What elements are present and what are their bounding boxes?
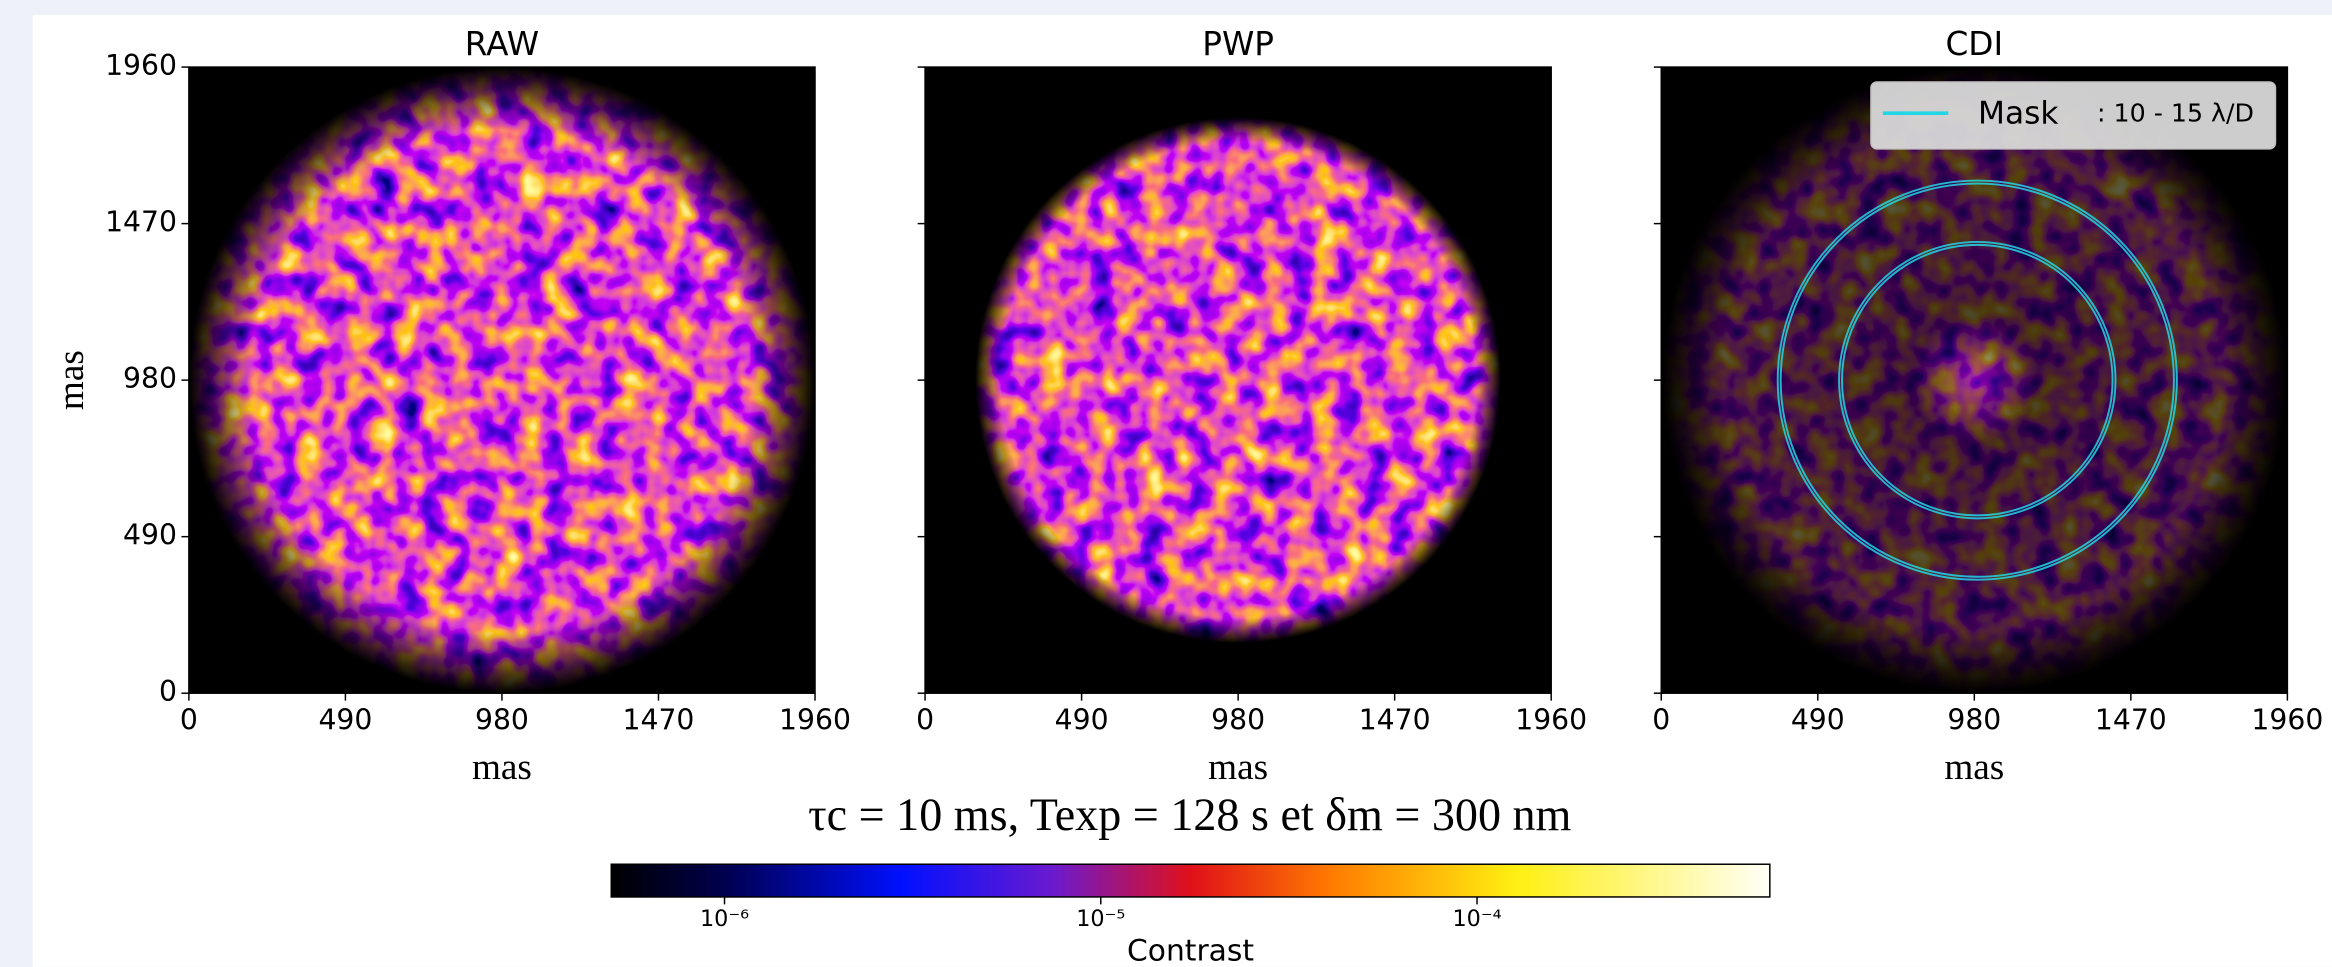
mask-ring (1838, 240, 2117, 520)
x-tick-label: 1960 (2251, 703, 2323, 736)
suptitle: τc = 10 ms, Texp = 128 s et δm = 300 nm (808, 789, 1571, 840)
y-tick-label: 1960 (105, 49, 177, 82)
x-tick-label: 490 (1791, 703, 1845, 736)
colorbar-label: Contrast (1127, 933, 1254, 967)
x-tick-label: 490 (318, 703, 372, 736)
image-texture (188, 67, 816, 694)
legend-label: : 10 - 15 λ/D (2097, 99, 2254, 128)
y-tick-label: 490 (123, 519, 177, 552)
legend-name: Mask (1978, 96, 2058, 132)
panel-title: PWP (1202, 25, 1274, 63)
x-tick-label: 0 (180, 703, 198, 736)
mask-ring (1776, 179, 2178, 581)
y-tick-label: 0 (159, 675, 177, 708)
x-axis-label: mas (1944, 747, 2004, 788)
colorbar (610, 863, 1771, 898)
x-tick-label: 1470 (1359, 703, 1431, 736)
mask-ring (1779, 182, 2175, 578)
mask-ring (1841, 243, 2114, 517)
colorbar-tick-label: 10⁻⁴ (1452, 906, 1501, 932)
x-axis-label: mas (1208, 747, 1268, 788)
panel-title: RAW (465, 25, 539, 63)
x-tick-label: 980 (1947, 703, 2001, 736)
plot-frame (1660, 66, 2289, 694)
y-tick-label: 980 (123, 362, 177, 395)
image-texture (925, 67, 1552, 694)
x-tick-label: 1470 (623, 703, 695, 736)
x-tick-label: 490 (1055, 703, 1109, 736)
panel-title: CDI (1945, 25, 2003, 63)
x-tick-label: 0 (1652, 703, 1670, 736)
y-tick-label: 1470 (105, 206, 177, 239)
x-tick-label: 1960 (1515, 703, 1587, 736)
x-axis-label: mas (472, 747, 532, 788)
legend-box (1870, 81, 2277, 150)
x-tick-label: 980 (1211, 703, 1265, 736)
x-tick-label: 1960 (779, 703, 851, 736)
x-tick-label: 0 (916, 703, 934, 736)
plot-frame (188, 66, 816, 694)
image-texture (1661, 67, 2288, 694)
colorbar-tick-label: 10⁻⁵ (1076, 906, 1125, 932)
x-tick-label: 980 (475, 703, 529, 736)
plot-frame (924, 66, 1552, 694)
colorbar-tick-label: 10⁻⁶ (700, 906, 749, 932)
y-axis-label: mas (51, 350, 92, 410)
x-tick-label: 1470 (2095, 703, 2167, 736)
